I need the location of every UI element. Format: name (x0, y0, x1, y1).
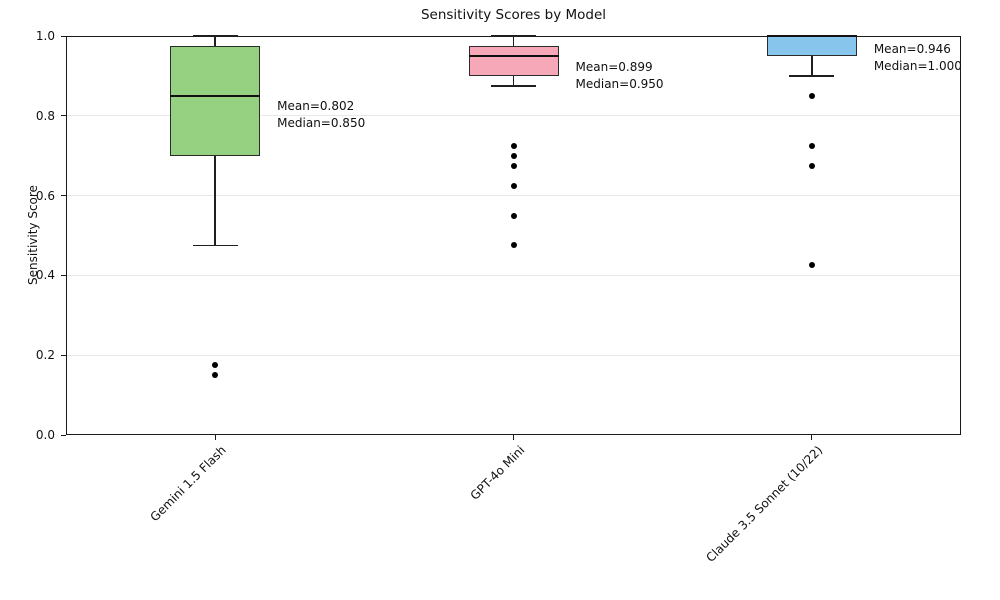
chart-title: Sensitivity Scores by Model (420, 7, 607, 23)
outlier-dot (212, 372, 219, 379)
outlier-dot (510, 212, 517, 219)
y-tick-label: 0.8 (35, 108, 55, 123)
x-tick-mark (811, 435, 813, 440)
y-tick-mark (61, 115, 66, 117)
median-line (170, 94, 261, 97)
box-1 (170, 45, 261, 156)
outlier-dot (510, 162, 517, 169)
outlier-dot (510, 142, 517, 149)
lower-whisker (214, 155, 216, 246)
stats-annotation: Mean=0.802 Median=0.850 (277, 98, 365, 132)
y-gridline (66, 274, 961, 276)
x-tick-mark (513, 435, 514, 440)
y-tick-label: 0.2 (35, 348, 55, 363)
outlier-dot (212, 362, 219, 369)
lower-whisker-cap (491, 85, 536, 87)
upper-whisker (512, 36, 515, 46)
outlier-dot (510, 182, 517, 189)
stats-annotation-line: Mean=0.802 (277, 99, 355, 113)
stats-annotation: Mean=0.899 Median=0.950 (576, 59, 664, 93)
y-tick-mark (61, 354, 66, 356)
outlier-dot (808, 92, 815, 99)
y-tick-mark (61, 35, 66, 37)
x-tick-label: Claude 3.5 Sonnet (10/22) (703, 443, 826, 565)
outlier-dot (510, 242, 517, 249)
stats-annotation-line: Mean=0.899 (575, 60, 653, 75)
median-line (766, 35, 857, 37)
x-tick-label: Gemini 1.5 Flash (147, 443, 230, 525)
y-tick-label: 0.6 (35, 188, 55, 203)
outlier-dot (808, 262, 815, 269)
stats-annotation-line: Median=1.000 (873, 58, 962, 73)
lower-whisker (811, 55, 813, 76)
outlier-dot (510, 152, 517, 159)
stats-annotation-line: Mean=0.946 (873, 41, 951, 56)
y-gridline (66, 354, 961, 356)
stats-annotation-line: Median=0.950 (575, 77, 664, 92)
outlier-dot (808, 162, 815, 169)
x-tick-mark (214, 435, 216, 440)
y-gridline (66, 115, 961, 117)
y-tick-label: 0.4 (35, 268, 55, 283)
upper-whisker (214, 36, 216, 46)
lower-whisker-cap (192, 244, 238, 247)
y-tick-mark (61, 195, 66, 197)
x-tick-label: GPT-4o Mini (467, 443, 528, 503)
y-gridline (66, 195, 961, 197)
upper-whisker-cap (192, 35, 238, 37)
upper-whisker-cap (491, 35, 536, 37)
median-line (468, 55, 559, 57)
stats-annotation: Mean=0.946 Median=1.000 (874, 41, 962, 75)
lower-whisker (512, 75, 515, 86)
box-3 (766, 36, 857, 56)
lower-whisker-cap (789, 75, 835, 77)
outlier-dot (808, 142, 815, 149)
y-tick-mark (61, 434, 66, 436)
y-tick-label: 0.0 (35, 428, 55, 442)
y-tick-label: 1.0 (35, 29, 55, 43)
stats-annotation-line: Median=0.850 (277, 116, 366, 130)
y-tick-mark (61, 274, 66, 276)
box-2 (468, 45, 559, 76)
